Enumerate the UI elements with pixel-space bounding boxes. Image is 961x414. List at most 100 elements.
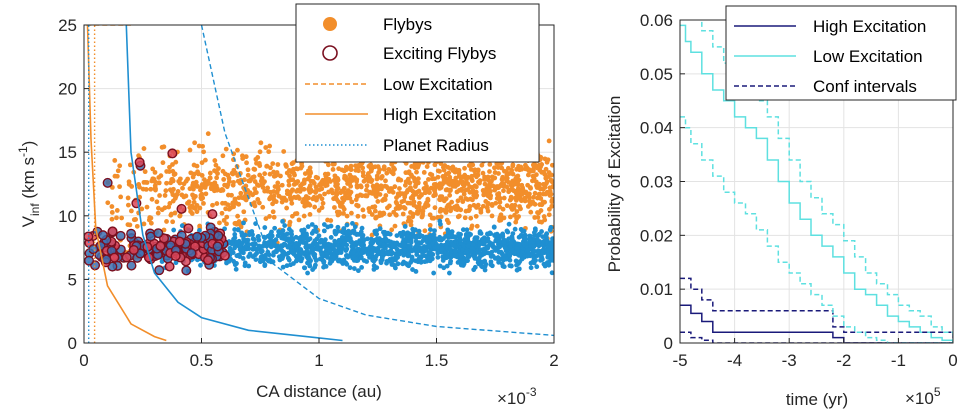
flyby-point-orange [542,199,548,205]
flyby-point-orange [359,193,365,199]
left-curve-high-excitation [86,25,167,342]
flyby-point-orange [286,178,292,184]
flyby-point-orange [546,138,552,144]
flyby-point-blue [409,254,415,260]
flyby-point-blue [474,235,480,241]
flyby-point-orange [477,178,483,184]
exciting-flyby-point [102,177,113,188]
flyby-point-orange [114,215,119,221]
y-tick-label: 0.01 [640,280,673,299]
flyby-point-orange [173,194,179,199]
flyby-point-orange [354,183,360,188]
flyby-point-blue [256,237,262,243]
right-x-multiplier: ×105 [905,385,941,408]
flyby-point-blue [305,237,310,243]
flyby-point-orange [180,185,185,191]
flyby-point-orange [437,194,443,200]
flyby-point-orange [402,205,408,211]
flyby-point-orange [148,215,154,221]
flyby-point-blue [508,240,514,246]
exciting-flyby-point [154,265,165,276]
flyby-point-blue [259,248,265,254]
flyby-point-blue [490,241,495,247]
flyby-point-blue [234,239,240,245]
flyby-point-orange [212,158,218,163]
flyby-point-orange [270,201,276,207]
flyby-point-blue [333,231,339,237]
flyby-point-blue [265,240,271,246]
flyby-point-orange [289,161,295,167]
flyby-point-orange [542,171,548,177]
flyby-point-orange [396,176,402,182]
flyby-point-blue [358,242,364,248]
flyby-point-orange [536,210,542,216]
flyby-point-blue [550,238,554,244]
y-tick-label: 0.03 [640,173,673,192]
flyby-point-orange [478,207,484,213]
flyby-point-orange [326,189,331,195]
flyby-point-orange [301,213,307,219]
flyby-point-orange [549,203,554,209]
flyby-point-orange [495,165,501,170]
flyby-point-blue [280,218,285,224]
flyby-point-orange [513,190,519,196]
exciting-flyby-point [167,148,178,159]
flyby-point-orange [426,190,432,195]
flyby-point-blue [373,253,379,259]
flyby-point-orange [545,174,551,179]
flyby-point-blue [272,241,277,247]
flyby-point-orange [500,206,506,212]
flyby-point-orange [517,204,522,209]
exciting-flyby-point [170,251,181,262]
flyby-point-orange [361,214,367,219]
flyby-point-orange [509,167,515,173]
flyby-point-orange [148,186,154,192]
flyby-point-orange [446,220,451,226]
flyby-point-orange [260,204,266,210]
flyby-point-orange [188,170,194,176]
flyby-point-orange [415,163,421,169]
flyby-point-orange [335,212,341,218]
flyby-point-orange [271,169,276,175]
flyby-point-blue [359,264,365,270]
flyby-point-orange [149,196,155,202]
flyby-point-orange [532,201,538,207]
flyby-point-blue [253,221,259,227]
flyby-point-orange [155,210,161,216]
flyby-point-blue [309,222,315,227]
flyby-point-blue [253,257,259,263]
flyby-point-orange [255,196,261,202]
flyby-point-orange [425,196,431,202]
flyby-point-orange [375,199,381,204]
flyby-point-blue [394,246,400,252]
flyby-point-orange [191,199,197,205]
right-chart: -5 -4 -3 -2 -1 0 0 0.01 0.02 0.03 0.04 0.05 0.06 tim… [605,5,958,409]
flyby-point-orange [255,182,260,188]
exciting-flyby-point [88,244,99,255]
left-x-axis-label: CA distance (au) [256,382,382,401]
flyby-point-blue [335,224,341,230]
flyby-point-blue [455,260,461,265]
flyby-point-blue [262,225,268,230]
flyby-point-orange [112,173,118,179]
flyby-point-blue [263,253,268,258]
exciting-flyby-point [126,260,137,271]
flyby-point-orange [515,180,520,185]
y-tick-label: 5 [68,270,77,289]
flyby-point-orange [485,200,491,206]
flyby-point-blue [267,234,273,240]
flyby-point-orange [455,181,461,186]
y-tick-label: 0 [68,334,77,353]
flyby-point-blue [385,231,391,237]
flyby-point-blue [242,263,248,269]
flyby-point-blue [250,232,255,238]
flyby-point-orange [307,165,313,171]
flyby-point-blue [321,259,327,264]
flyby-point-blue [344,261,350,267]
y-tick-label: 0.02 [640,226,673,245]
flyby-point-blue [524,253,530,259]
flyby-point-orange [284,188,290,194]
flyby-point-orange [307,185,312,191]
flyby-point-orange [446,170,452,176]
flyby-point-blue [497,239,503,245]
